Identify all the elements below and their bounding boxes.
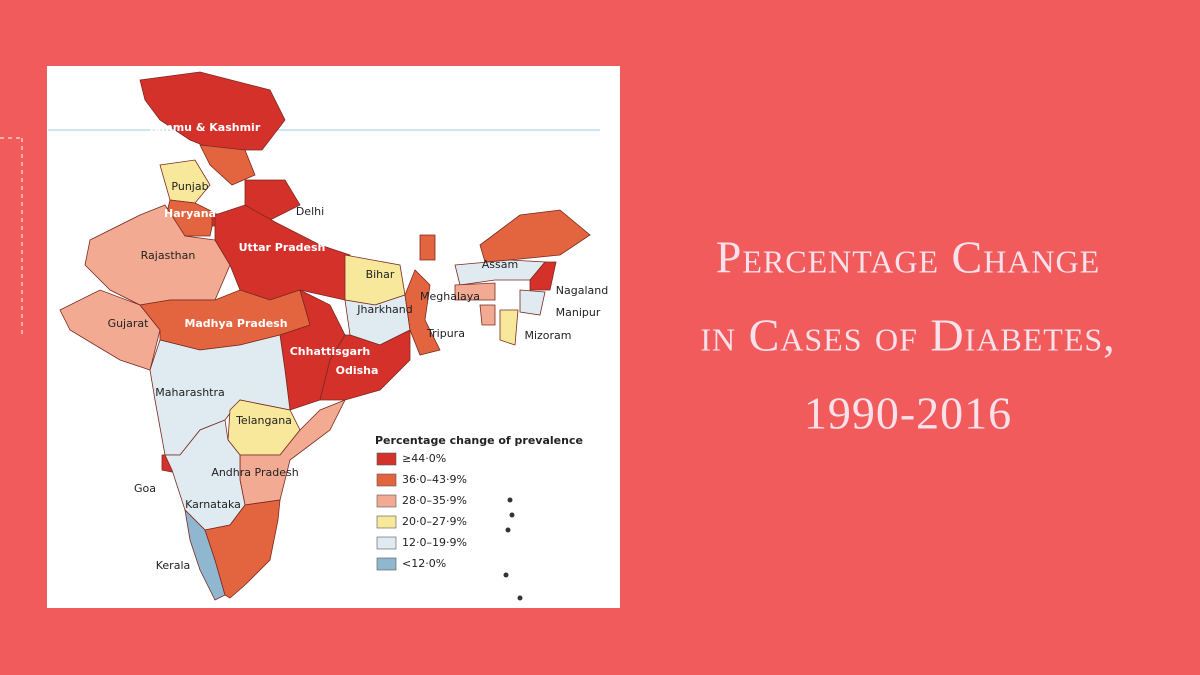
state-label: Chhattisgarh <box>290 345 371 358</box>
legend-label: 28·0–35·9% <box>402 494 467 507</box>
state-label: Tripura <box>426 327 465 340</box>
legend-swatch <box>376 515 397 529</box>
legend-swatch <box>376 536 397 550</box>
island <box>505 527 511 533</box>
title-line: in Cases of Diabetes, <box>700 310 1115 361</box>
island <box>503 572 509 578</box>
state-region <box>214 204 351 301</box>
state-label: Bihar <box>366 268 395 281</box>
state-label: Haryana <box>164 207 216 220</box>
state-label: Punjab <box>171 180 208 193</box>
state-label: Telangana <box>235 414 292 427</box>
state-label: Delhi <box>296 205 324 218</box>
island <box>509 512 515 518</box>
state-label: Rajasthan <box>141 249 196 262</box>
state-label: Tamil Nadu <box>284 533 353 546</box>
legend-label: 36·0–43·9% <box>402 473 467 486</box>
state-region <box>244 179 301 221</box>
state-label: Jharkhand <box>356 303 413 316</box>
state-label: Mizoram <box>524 329 571 342</box>
state-region <box>419 234 436 261</box>
state-label: Karnataka <box>185 498 241 511</box>
state-region <box>519 289 546 316</box>
state-label: Assam <box>482 258 518 271</box>
state-label: Nagaland <box>556 284 608 297</box>
island <box>517 595 523 601</box>
state-region <box>159 159 211 204</box>
state-label: Andhra Pradesh <box>211 466 298 479</box>
state-region <box>454 282 496 301</box>
title-line: Percentage Change <box>716 232 1100 283</box>
state-label: Maharashtra <box>155 386 225 399</box>
title-line: 1990-2016 <box>804 388 1012 439</box>
state-label: Sikkim <box>399 211 441 224</box>
state-label: Meghalaya <box>420 290 480 303</box>
state-region <box>479 304 496 326</box>
state-region <box>84 204 231 306</box>
legend-label: <12·0% <box>402 557 446 570</box>
state-label: Odisha <box>336 364 379 377</box>
state-label: Goa <box>134 482 156 495</box>
legend-label: ≥44·0% <box>402 452 446 465</box>
state-label: Himachal Pradesh <box>279 150 391 163</box>
state-label: Gujarat <box>108 317 150 330</box>
state-label: Uttar Pradesh <box>239 241 326 254</box>
state-label: Arunachal Pradesh <box>439 194 556 207</box>
state-region <box>319 329 411 401</box>
legend-swatch <box>376 557 397 571</box>
map: Jammu & Kashmir Himachal Pradesh Punjab Utt… <box>59 71 608 601</box>
legend-label: 20·0–27·9% <box>402 515 467 528</box>
legend-label: 12·0–19·9% <box>402 536 467 549</box>
state-label: Kerala <box>156 559 191 572</box>
state-label: Uttarakhand <box>289 178 367 191</box>
state-label: West Bengal <box>465 361 543 374</box>
state-region <box>404 269 441 356</box>
state-region <box>204 499 281 599</box>
legend-swatch <box>376 473 397 487</box>
state-region <box>499 309 519 346</box>
state-region <box>199 144 256 186</box>
island <box>507 497 513 503</box>
state-label: Jammu & Kashmir <box>149 121 261 134</box>
state-region <box>529 261 557 291</box>
legend-swatch <box>376 452 397 466</box>
legend-swatch <box>376 494 397 508</box>
state-label: Manipur <box>556 306 601 319</box>
state-label: Madhya Pradesh <box>184 317 287 330</box>
legend: Percentage change of prevalence ≥44·0% 36·… <box>375 434 583 571</box>
legend-title: Percentage change of prevalence <box>375 434 583 447</box>
